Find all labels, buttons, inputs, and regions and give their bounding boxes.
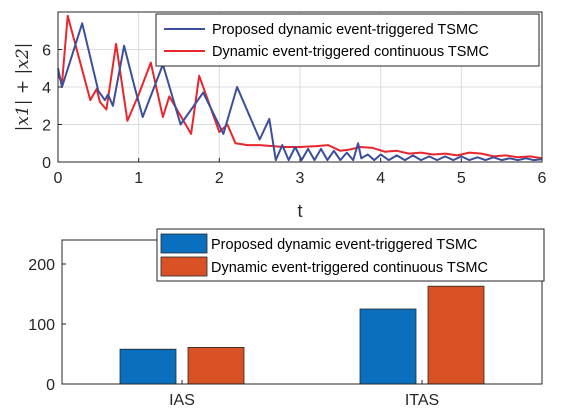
line-x-tick-label: 6 [538, 170, 547, 187]
bar-chart: IAS ITAS 0 100 200 Proposed dynamic event-t… [28, 228, 545, 409]
bar-y-tick-label: 100 [28, 317, 55, 334]
bar-x-tick-label: IAS [169, 392, 195, 409]
line-y-tick-label: 0 [42, 155, 51, 172]
line-series-proposed [57, 22, 543, 162]
line-series [57, 14, 543, 162]
line-x-axis-label: t [297, 201, 302, 221]
bar-legend-label-proposed: Proposed dynamic event-triggered TSMC [211, 237, 478, 253]
bar-y-tick-label: 0 [46, 377, 55, 394]
line-x-tick-label: 3 [296, 170, 305, 187]
line-y-tick-label: 6 [42, 43, 51, 60]
line-legend-label-continuous: Dynamic event-triggered continuous TSMC [212, 44, 489, 60]
line-y-tick-label: 4 [42, 80, 51, 97]
bar-legend-swatch-continuous [160, 256, 208, 277]
line-series-continuous [57, 14, 543, 160]
line-legend: Proposed dynamic event-triggered TSMC Dy… [155, 13, 540, 67]
line-y-tick-label: 2 [42, 118, 51, 135]
line-x-ticks: 0 1 2 3 4 5 6 [54, 158, 547, 187]
line-legend-label-proposed: Proposed dynamic event-triggered TSMC [212, 22, 479, 38]
line-x-tick-label: 2 [215, 170, 224, 187]
line-legend-box [155, 13, 540, 67]
line-x-tick-label: 5 [457, 170, 466, 187]
line-x-tick-label: 0 [54, 170, 63, 187]
line-y-axis-label: |x1| + |x2| [13, 43, 33, 132]
bar-x-ticks: IAS ITAS [169, 380, 439, 409]
bar-x-tick-label: ITAS [405, 392, 439, 409]
bar-ias-continuous [187, 346, 245, 385]
line-x-tick-label: 1 [134, 170, 143, 187]
bar-legend-box [156, 228, 545, 282]
bar-itas-continuous [427, 285, 485, 385]
bar-ias-proposed [119, 348, 177, 385]
bar-y-tick-label: 200 [28, 257, 55, 274]
bar-marks [119, 285, 485, 385]
line-y-ticks: 0 2 4 6 [42, 43, 62, 172]
bar-legend-label-continuous: Dynamic event-triggered continuous TSMC [211, 260, 488, 276]
bar-y-ticks: 0 100 200 [28, 257, 66, 394]
line-x-tick-label: 4 [376, 170, 385, 187]
bar-legend: Proposed dynamic event-triggered TSMC Dy… [156, 228, 545, 282]
line-chart: 0 1 2 3 4 5 6 0 2 4 6 t |x1| + |x2| Proposed dyna… [13, 11, 547, 221]
bar-legend-swatch-proposed [160, 233, 208, 254]
bar-itas-proposed [359, 308, 417, 385]
